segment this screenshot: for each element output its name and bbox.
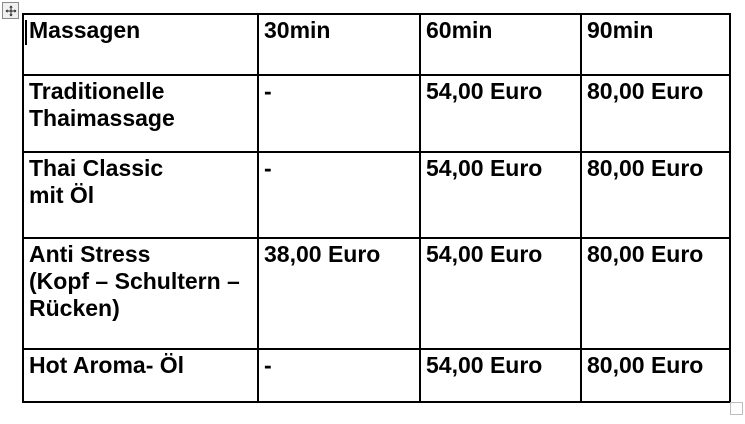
massage-price-table: Massagen 30min 60min 90min Traditionelle… (22, 13, 731, 403)
table-row: Anti Stress (Kopf – Schultern – Rücken) … (22, 237, 731, 350)
table-header-row: Massagen 30min 60min 90min (22, 13, 731, 76)
cell-price-90min[interactable]: 80,00 Euro (580, 151, 731, 239)
cell-price-60min[interactable]: 54,00 Euro (419, 348, 582, 403)
cell-price-60min[interactable]: 54,00 Euro (419, 74, 582, 153)
table-resize-handle[interactable] (730, 402, 743, 415)
move-icon (5, 5, 16, 16)
cell-massage-name[interactable]: Anti Stress (Kopf – Schultern – Rücken) (22, 237, 259, 350)
header-cell-30min[interactable]: 30min (257, 13, 421, 76)
table-row: Thai Classic mit Öl - 54,00 Euro 80,00 E… (22, 151, 731, 239)
table-row: Traditionelle Thaimassage - 54,00 Euro 8… (22, 74, 731, 153)
cell-price-90min[interactable]: 80,00 Euro (580, 348, 731, 403)
cell-massage-name[interactable]: Traditionelle Thaimassage (22, 74, 259, 153)
cell-price-30min[interactable]: - (257, 348, 421, 403)
text-cursor (25, 20, 27, 45)
table-row: Hot Aroma- Öl - 54,00 Euro 80,00 Euro (22, 348, 731, 403)
cell-massage-name[interactable]: Hot Aroma- Öl (22, 348, 259, 403)
cell-massage-name[interactable]: Thai Classic mit Öl (22, 151, 259, 239)
cell-price-90min[interactable]: 80,00 Euro (580, 74, 731, 153)
cell-price-60min[interactable]: 54,00 Euro (419, 237, 582, 350)
cell-price-30min[interactable]: 38,00 Euro (257, 237, 421, 350)
cell-price-30min[interactable]: - (257, 74, 421, 153)
table-move-handle[interactable] (2, 2, 19, 19)
header-cell-massagen[interactable]: Massagen (22, 13, 259, 76)
cell-price-30min[interactable]: - (257, 151, 421, 239)
header-cell-90min[interactable]: 90min (580, 13, 731, 76)
cell-price-60min[interactable]: 54,00 Euro (419, 151, 582, 239)
header-cell-60min[interactable]: 60min (419, 13, 582, 76)
cell-price-90min[interactable]: 80,00 Euro (580, 237, 731, 350)
